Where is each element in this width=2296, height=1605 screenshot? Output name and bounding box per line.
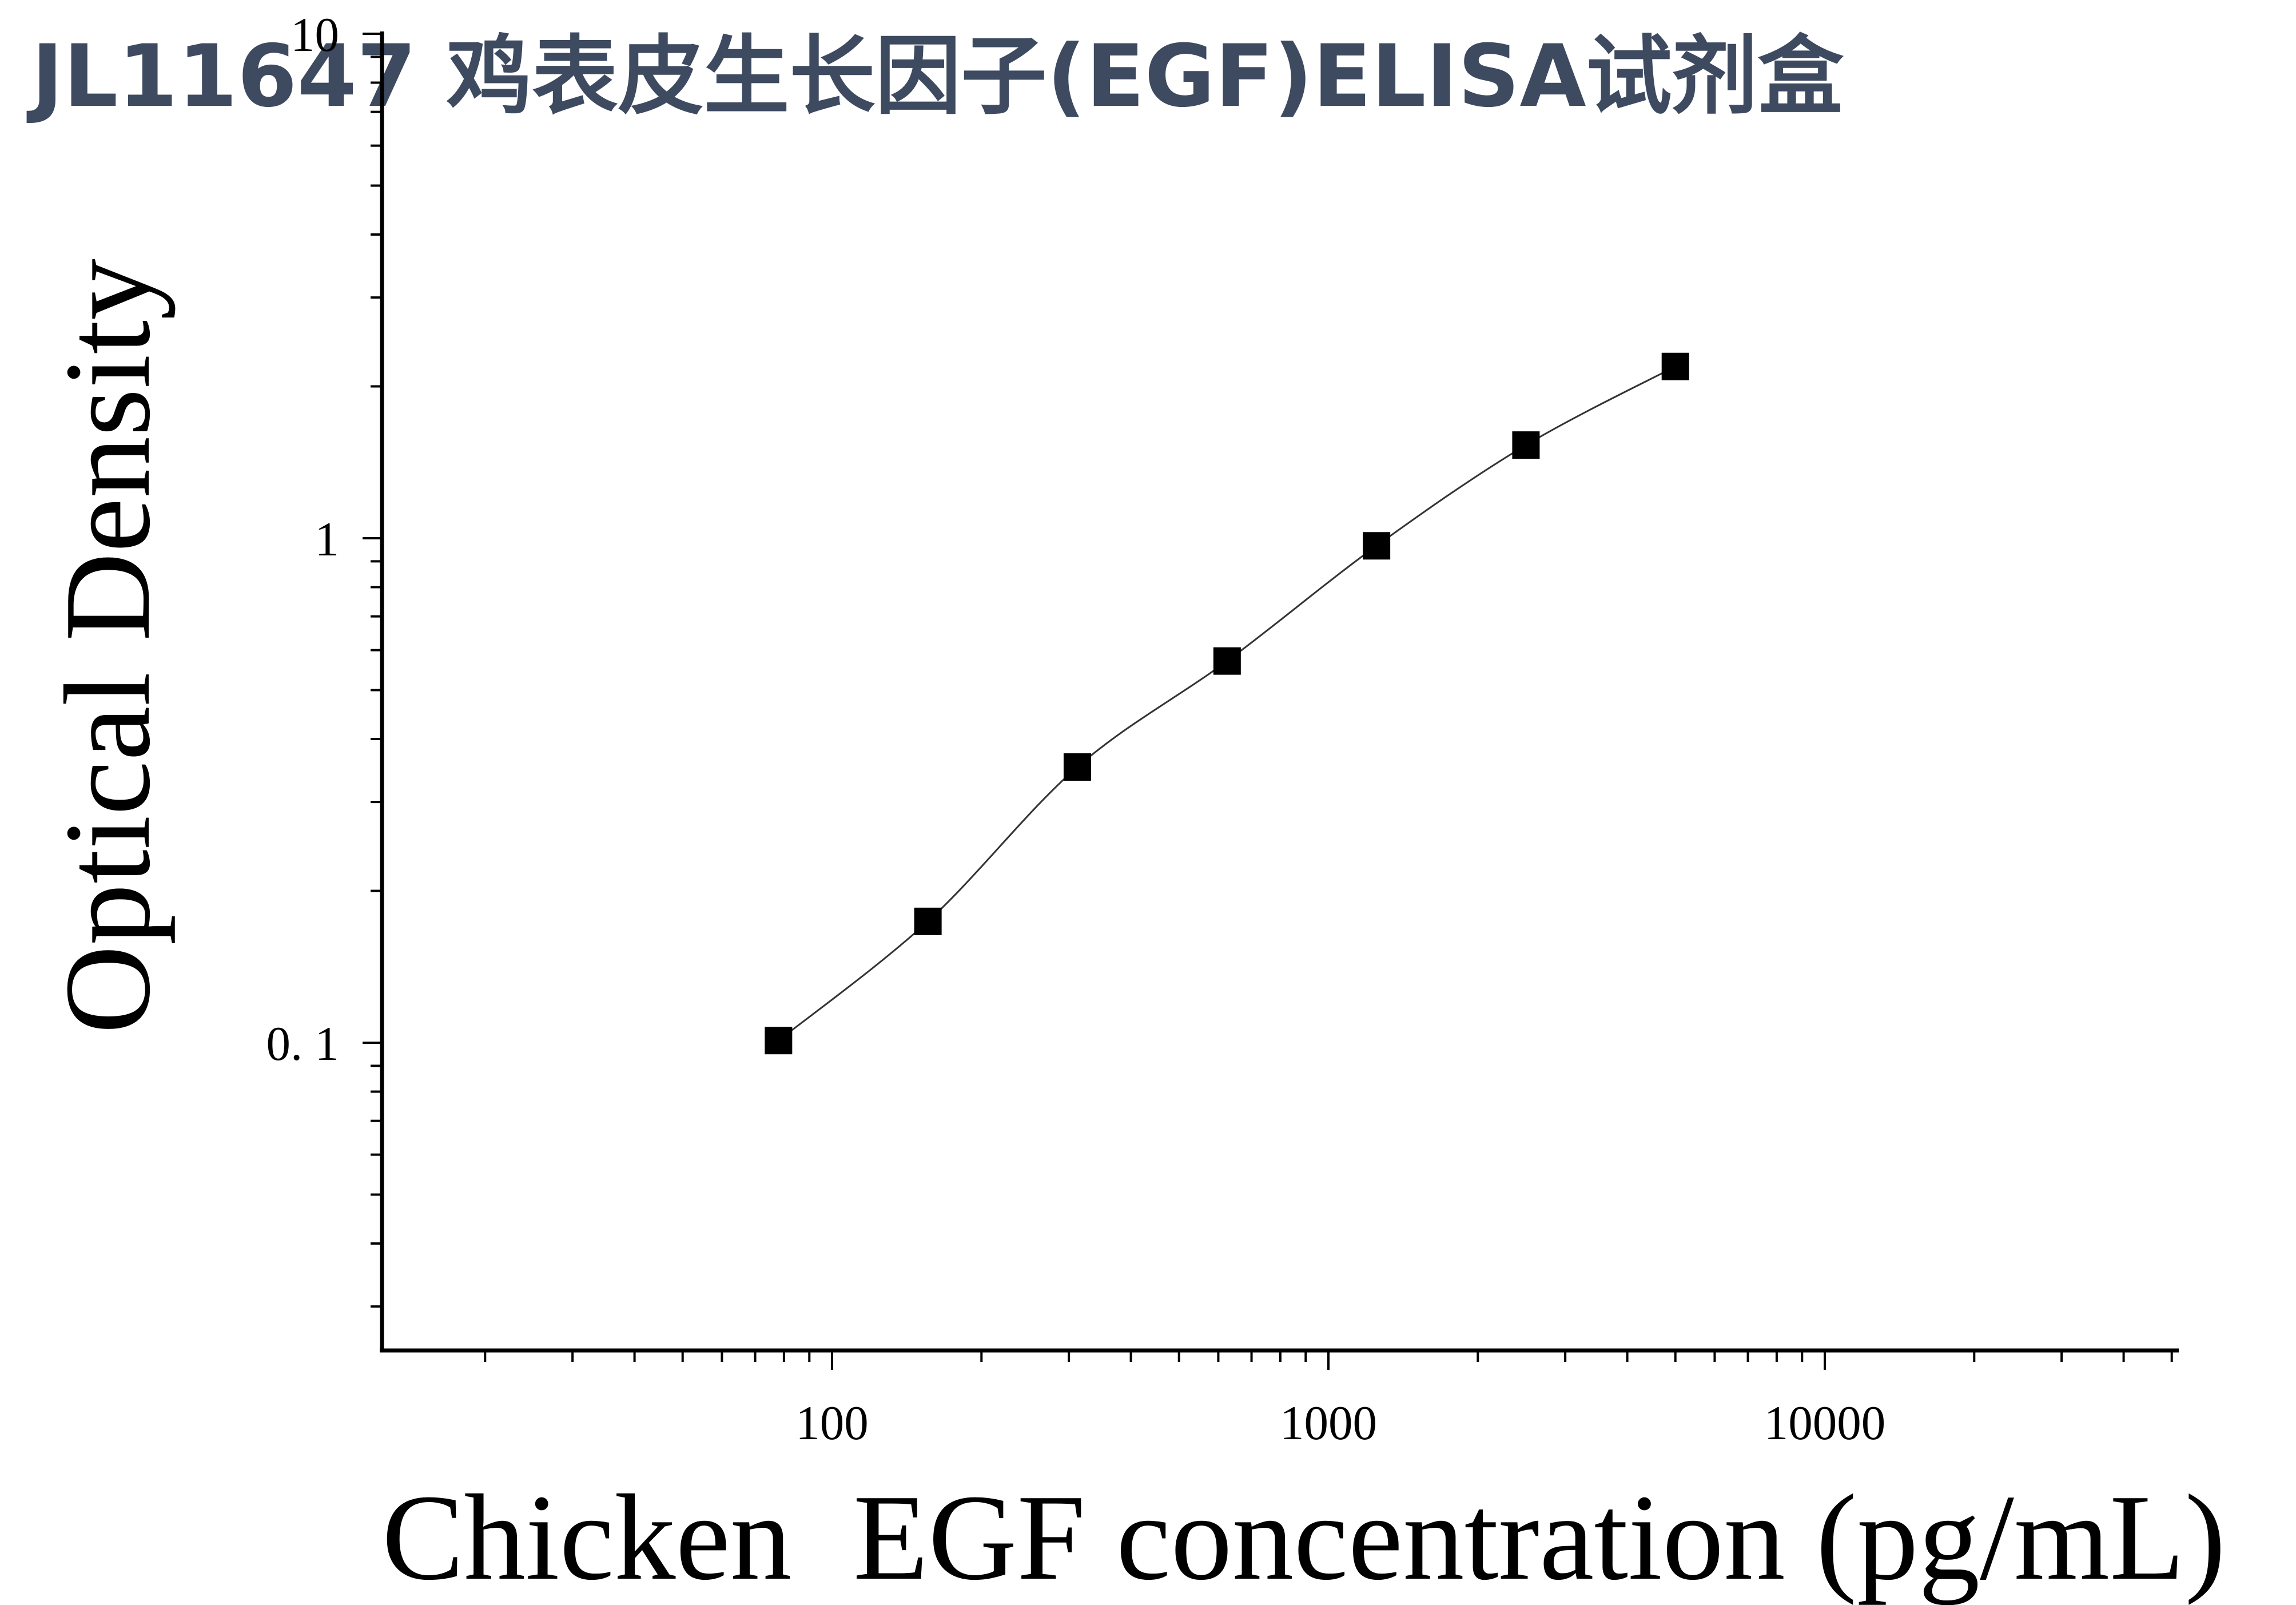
x-tick-label: 10000: [1764, 1396, 1886, 1450]
y-axis-label: Optical Density: [39, 259, 176, 1034]
data-point-marker: [914, 907, 942, 935]
x-tick-label: 100: [795, 1396, 869, 1450]
plot-area: 100 1000 10000 0. 1 1 10: [266, 8, 2179, 1450]
chart-title: JL11647 鸡表皮生长因子(EGF)ELISA试剂盒: [26, 27, 1844, 126]
data-point-marker: [1063, 753, 1091, 781]
data-point-marker: [1661, 352, 1689, 380]
y-tick-label: 10: [291, 8, 339, 62]
data-point-marker: [765, 1027, 793, 1055]
y-tick-label: 1: [315, 513, 340, 566]
x-axis-label: Chicken EGF concentration (pg/mL): [382, 1469, 2226, 1605]
y-axis-ticks: 0. 1 1 10: [266, 8, 382, 1308]
x-tick-label: 1000: [1280, 1396, 1377, 1450]
y-tick-label: 0. 1: [266, 1017, 340, 1071]
data-point-marker: [1363, 532, 1391, 560]
data-points: [765, 352, 1689, 1055]
data-point-marker: [1512, 431, 1540, 459]
data-point-marker: [1213, 647, 1241, 675]
x-axis-ticks: 100 1000 10000: [484, 1350, 2173, 1450]
fit-curve-line: [778, 366, 1676, 1042]
